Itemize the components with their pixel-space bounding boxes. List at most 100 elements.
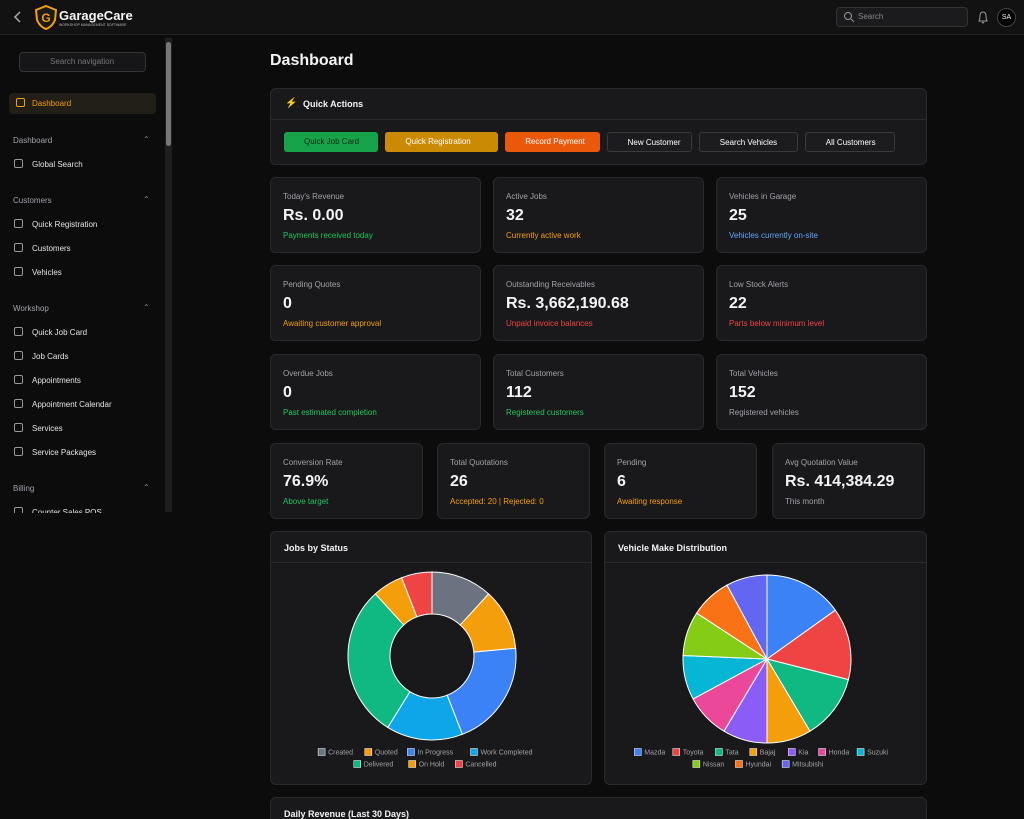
stat-label: Total Customers [506, 369, 564, 378]
divider [605, 562, 926, 563]
back-button[interactable] [10, 9, 26, 25]
legend-label: Mitsubishi [792, 762, 824, 769]
stat-card: Total Quotations 26 Accepted: 20 | Rejecte… [437, 443, 590, 519]
stat-label: Total Quotations [450, 458, 508, 467]
stat-card: Outstanding Receivables Rs. 3,662,190.68 U… [493, 265, 704, 341]
avatar[interactable]: SA [997, 8, 1016, 27]
quick-action-button[interactable]: Search Vehicles [698, 132, 798, 152]
scrollbar-thumb[interactable] [166, 42, 171, 146]
stat-label: Active Jobs [506, 192, 547, 201]
nav-section-title[interactable]: Billing [13, 484, 35, 493]
legend-swatch [634, 748, 642, 756]
quick-action-button[interactable]: Quick Job Card [284, 132, 379, 152]
stat-label: Low Stock Alerts [729, 280, 789, 289]
stat-value: 0 [283, 384, 292, 401]
nav-item[interactable]: Customers [32, 244, 71, 253]
nav-section-title[interactable]: Workshop [13, 304, 49, 313]
divider [271, 119, 926, 120]
legend-label: Hyundai [745, 762, 771, 769]
legend-label: Toyota [683, 750, 704, 757]
stat-note: Registered customers [506, 408, 584, 417]
nav-icon [14, 507, 23, 513]
qa-icon: ⚡ [285, 98, 298, 109]
quick-action-button[interactable]: All Customers [804, 132, 895, 152]
stat-value: Rs. 0.00 [283, 207, 344, 224]
stat-value: 0 [283, 295, 292, 312]
nav-icon [14, 219, 23, 228]
chevron: ⌃ [143, 195, 150, 204]
svg-text:G: G [41, 11, 50, 25]
nav-icon [14, 159, 23, 168]
stat-note: Above target [283, 497, 329, 506]
legend-swatch [455, 760, 463, 768]
nav-item[interactable]: Appointment Calendar [32, 400, 112, 409]
nav-item[interactable]: Service Packages [32, 448, 97, 457]
stat-label: Conversion Rate [283, 458, 343, 467]
legend-label: On Hold [419, 762, 445, 769]
search-box[interactable] [836, 7, 968, 27]
search-placeholder: Search [858, 12, 884, 21]
nav-item[interactable]: Quick Registration [32, 220, 98, 229]
stat-card: Total Vehicles 152 Registered vehicles [716, 354, 927, 430]
sidebar: Search navigation Dashboard Dashboard ⌃ Glob… [0, 36, 173, 513]
legend-swatch [856, 748, 865, 756]
stat-note: Awaiting customer approval [283, 319, 382, 328]
nav-icon [14, 243, 23, 252]
qa-title: Quick Actions [303, 99, 364, 109]
nav-item[interactable]: Global Search [32, 160, 83, 169]
slice [347, 593, 411, 729]
scrollbar-track [165, 38, 172, 512]
legend-swatch [408, 760, 416, 768]
legend-label: Mazda [644, 750, 665, 757]
stat-note: Unpaid invoice balances [506, 319, 593, 328]
stat-note: Past estimated completion [283, 408, 377, 417]
nav-icon [14, 267, 23, 276]
nav-section-title[interactable]: Customers [13, 196, 52, 205]
divider [271, 562, 591, 563]
chart: Created Quoted In Progress Work Completed De… [317, 571, 533, 769]
chart-title: Jobs by Status [284, 543, 349, 553]
nav-item[interactable]: Quick Job Card [32, 328, 88, 337]
nav-item[interactable]: Vehicles [32, 268, 62, 277]
nav-section-title[interactable]: Dashboard [13, 136, 53, 145]
stat-card: Pending Quotes 0 Awaiting customer approva… [270, 265, 481, 341]
stat-note: Currently active work [506, 231, 581, 240]
nav-item[interactable]: Appointments [32, 376, 81, 385]
legend-swatch [364, 748, 373, 756]
notifications[interactable] [976, 10, 990, 25]
chart-card: Vehicle Make Distribution Mazda Toyota Tata… [604, 531, 927, 785]
legend-label: Work Completed [481, 750, 533, 757]
legend-swatch [818, 748, 826, 756]
nav-icon [14, 399, 23, 408]
legend-swatch [353, 760, 361, 768]
stat-value: 32 [506, 207, 524, 224]
nav-search[interactable] [19, 52, 146, 72]
quick-action-button[interactable]: Quick Registration [385, 132, 499, 152]
chevron: ⌃ [143, 135, 150, 144]
stat-card: Today's Revenue Rs. 0.00 Payments received… [270, 177, 481, 253]
stat-card: Conversion Rate 76.9% Above target [270, 443, 423, 519]
revenue-title: Daily Revenue (Last 30 Days) [284, 809, 410, 819]
legend-swatch [781, 760, 790, 768]
revenue-card: Daily Revenue (Last 30 Days) [270, 797, 927, 819]
legend-label: Suzuki [867, 750, 888, 757]
nav-item[interactable]: Services [32, 424, 63, 433]
nav-icon [14, 447, 23, 456]
stat-note: Accepted: 20 | Rejected: 0 [450, 497, 544, 506]
legend-label: Bajaj [760, 750, 776, 757]
tagline: WORKSHOP MANAGEMENT SOFTWARE [59, 23, 127, 27]
stat-card: Low Stock Alerts 22 Parts below minimum le… [716, 265, 927, 341]
quick-action-button[interactable]: Record Payment [505, 132, 600, 152]
stat-value: Rs. 3,662,190.68 [506, 295, 629, 312]
nav-item[interactable]: Counter Sales POS [32, 508, 102, 513]
nav-item[interactable]: Job Cards [32, 352, 69, 361]
legend-label: Cancelled [465, 762, 496, 769]
slice [401, 571, 433, 618]
nav-icon [14, 351, 23, 360]
legend-label: Honda [829, 750, 850, 757]
stat-value: 112 [506, 384, 532, 401]
button-label: Record Payment [525, 137, 585, 146]
quick-action-button[interactable]: New Customer [606, 132, 692, 152]
nav-item-active[interactable] [9, 93, 156, 114]
